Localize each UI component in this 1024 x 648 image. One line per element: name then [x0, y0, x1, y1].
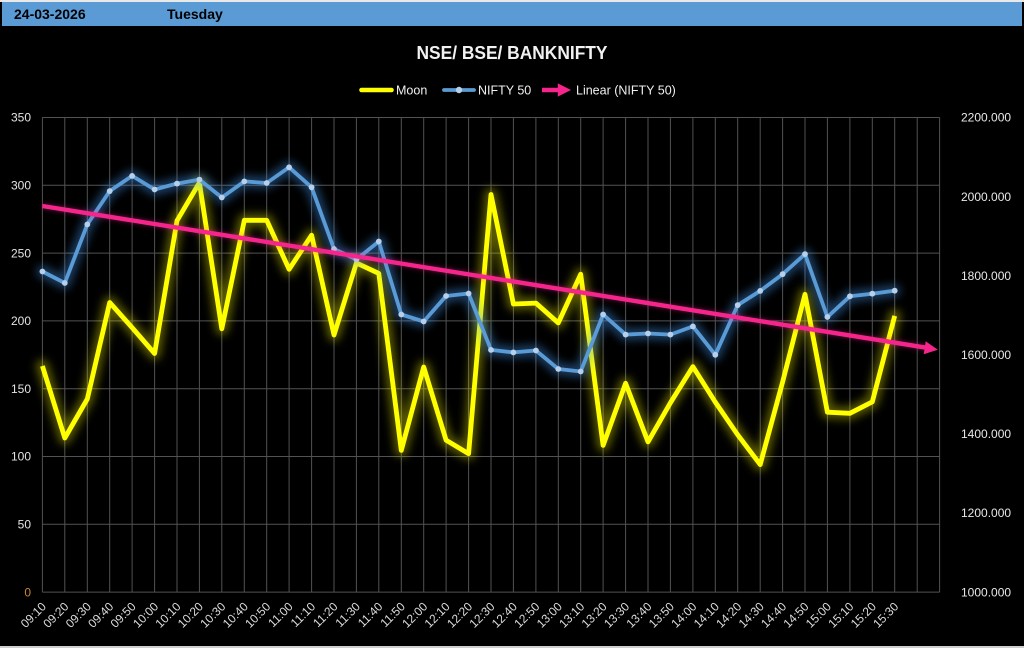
- svg-text:15:30: 15:30: [870, 599, 901, 630]
- svg-text:1200.000: 1200.000: [961, 506, 1011, 520]
- svg-text:11:10: 11:10: [288, 599, 319, 630]
- svg-text:Linear (NIFTY 50): Linear (NIFTY 50): [576, 84, 676, 98]
- svg-text:0: 0: [24, 585, 31, 599]
- svg-text:2000.000: 2000.000: [961, 190, 1011, 204]
- svg-text:100: 100: [11, 450, 31, 464]
- svg-text:250: 250: [11, 246, 31, 260]
- svg-text:350: 350: [11, 111, 31, 125]
- svg-text:200: 200: [11, 314, 31, 328]
- svg-text:300: 300: [11, 179, 31, 193]
- svg-text:11:40: 11:40: [355, 599, 386, 630]
- svg-text:1000.000: 1000.000: [961, 585, 1011, 599]
- svg-text:50: 50: [18, 518, 32, 532]
- svg-text:11:20: 11:20: [310, 599, 341, 630]
- svg-text:10:50: 10:50: [242, 599, 273, 630]
- svg-text:Moon: Moon: [396, 84, 427, 98]
- svg-text:1600.000: 1600.000: [961, 348, 1011, 362]
- svg-text:1800.000: 1800.000: [961, 269, 1011, 283]
- svg-text:1400.000: 1400.000: [961, 427, 1011, 441]
- svg-text:11:30: 11:30: [333, 599, 364, 630]
- svg-text:2200.000: 2200.000: [961, 111, 1011, 125]
- svg-text:150: 150: [11, 382, 31, 396]
- svg-text:NIFTY 50: NIFTY 50: [478, 84, 531, 98]
- svg-text:NSE/ BSE/ BANKNIFTY: NSE/ BSE/ BANKNIFTY: [417, 42, 609, 63]
- svg-text:11:00: 11:00: [265, 599, 296, 630]
